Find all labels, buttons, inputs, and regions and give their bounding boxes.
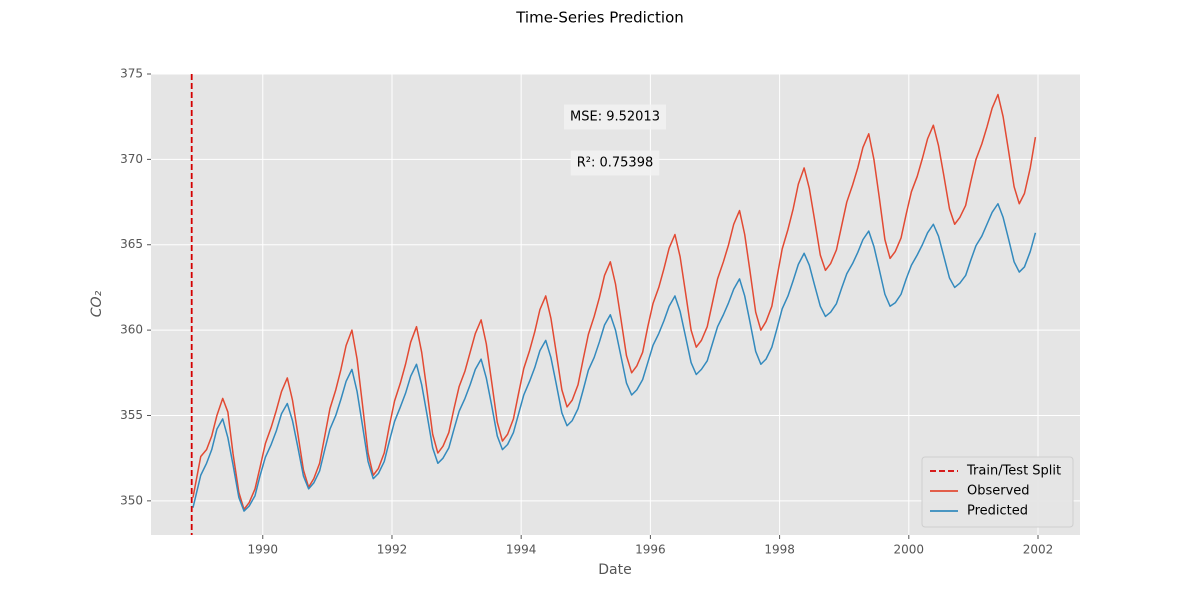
x-tick-label: 1994 (506, 543, 537, 557)
y-tick-label: 370 (120, 152, 143, 166)
annotation: MSE: 9.52013 (570, 110, 660, 125)
y-tick-label: 365 (120, 237, 143, 251)
x-tick-label: 2000 (894, 543, 925, 557)
y-tick-label: 350 (120, 493, 143, 507)
x-axis-label: Date (598, 562, 631, 578)
annotation: R²: 0.75398 (577, 156, 654, 171)
legend: Train/Test Split Observed Predicted (921, 456, 1074, 528)
series-line (192, 93, 1037, 511)
x-tick-label: 1998 (764, 543, 795, 557)
x-tick-label: 2002 (1023, 543, 1054, 557)
series-line (192, 203, 1037, 512)
ticks: 350 355 360 365 370 375 1990 1992 1994 1996 1998 20… (120, 67, 1053, 557)
x-tick-label: 1992 (377, 543, 408, 557)
x-tick-label: 1996 (635, 543, 666, 557)
y-tick-label: 360 (120, 323, 143, 337)
y-axis-label: CO₂ (89, 290, 105, 317)
y-tick-label: 355 (120, 408, 143, 422)
legend-box (921, 456, 1074, 528)
marks (190, 74, 1037, 535)
chart-title: Time-Series Prediction (515, 9, 684, 27)
y-tick-label: 375 (120, 67, 143, 81)
annotation-box (564, 104, 666, 130)
legend-label: Observed (967, 484, 1030, 499)
x-tick-label: 1990 (247, 543, 278, 557)
legend-label: Predicted (967, 504, 1028, 519)
annotation-box (570, 150, 660, 176)
legend-label: Train/Test Split (966, 464, 1061, 479)
